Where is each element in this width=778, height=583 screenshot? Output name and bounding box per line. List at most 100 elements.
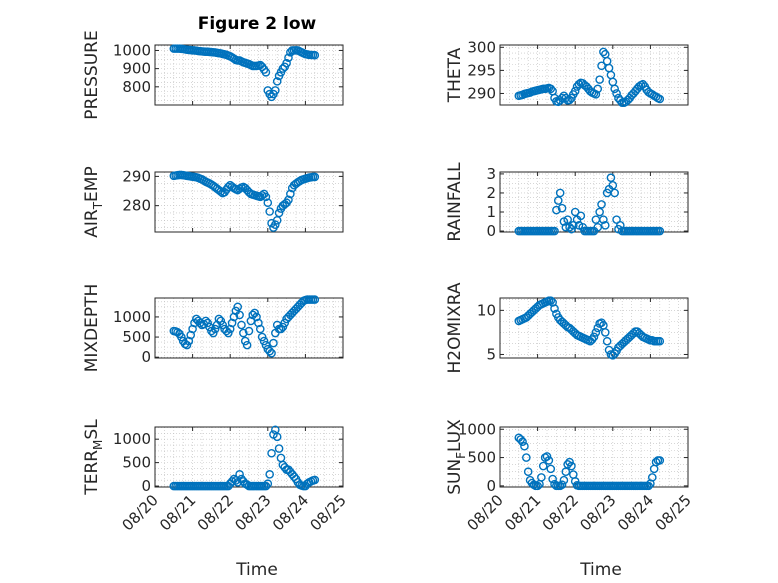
data-point [244, 326, 254, 336]
data-point [610, 188, 619, 198]
y-tick-label: 2 [486, 184, 496, 202]
data-point [210, 324, 220, 334]
data-point [563, 215, 572, 224]
data-point [257, 332, 267, 342]
data-point [655, 456, 665, 465]
y-tick-label: 10 [477, 301, 496, 319]
data-point [595, 207, 604, 217]
data-point [216, 187, 226, 196]
axes-box [154, 171, 344, 233]
data-point [239, 328, 248, 338]
axes-box [154, 44, 344, 106]
y-tick-label: 1000 [113, 430, 151, 448]
y-axis-label: PRESSURE [82, 30, 102, 119]
data-point [227, 477, 237, 486]
data-point [548, 474, 557, 484]
data-point [265, 346, 274, 356]
data-point [284, 195, 293, 205]
data-point [550, 226, 559, 236]
data-point [589, 332, 599, 342]
data-point [237, 320, 246, 330]
data-point [224, 182, 233, 192]
data-point [280, 318, 290, 328]
y-tick-label: 0 [486, 222, 496, 240]
data-point [555, 188, 565, 198]
data-point [616, 221, 625, 230]
data-point [182, 340, 192, 350]
data-point [591, 328, 601, 337]
data-point [274, 208, 284, 218]
data-point [259, 336, 269, 346]
axes-box [499, 44, 689, 106]
data-point [574, 79, 584, 89]
data-point [533, 481, 542, 491]
data-point [544, 456, 554, 465]
data-point [261, 192, 271, 202]
y-axis-label: SUNFLUX [445, 419, 468, 495]
data-point [261, 481, 271, 491]
y-tick-label: 900 [122, 60, 151, 78]
data-point [559, 475, 569, 485]
y-tick-label: 5 [486, 345, 496, 363]
data-point [310, 50, 320, 60]
data-point [286, 189, 295, 199]
data-point [255, 324, 265, 334]
data-point [570, 86, 580, 96]
data-point [267, 348, 276, 358]
data-point [310, 172, 320, 182]
data-point [557, 203, 567, 213]
y-tick-label: 500 [122, 454, 151, 472]
y-tick-label: 3 [486, 165, 496, 183]
y-tick-label: 500 [122, 328, 151, 346]
y-axis-label: H2OMIXRA [445, 282, 465, 373]
data-point [595, 75, 604, 84]
data-point [600, 328, 610, 337]
data-point [310, 295, 320, 304]
y-tick-label: 0 [141, 348, 151, 366]
y-tick-label: 295 [467, 61, 496, 79]
data-point [235, 310, 244, 320]
subplot-mixdepth: 0 500 1000 MIXDEPTH [82, 284, 344, 373]
x-axis-label-left: Time [235, 560, 278, 580]
data-point [608, 181, 618, 190]
data-point [602, 336, 612, 346]
y-tick-label: 1 [486, 203, 496, 221]
y-tick-label: 500 [467, 449, 496, 467]
axes-box [499, 297, 689, 359]
y-tick-label: 300 [467, 38, 496, 56]
data-point [261, 340, 271, 350]
data-point [271, 86, 280, 95]
y-axis-label: MIXDEPTH [82, 284, 102, 373]
data-point [647, 473, 657, 482]
data-point [546, 296, 556, 305]
data-point [612, 89, 621, 98]
data-point [257, 191, 267, 200]
y-axis-label: THETA [445, 47, 465, 103]
data-point [606, 173, 616, 183]
data-point [269, 338, 278, 348]
x-axis-label-right: Time [579, 560, 622, 580]
y-tick-label: 0 [486, 477, 496, 495]
data-point [250, 308, 259, 318]
data-point [553, 196, 563, 205]
data-point [271, 220, 280, 229]
data-point [593, 84, 603, 94]
data-point [567, 461, 576, 471]
data-point [542, 452, 552, 461]
data-point [263, 198, 273, 208]
y-axis-label: AIRTEMP [82, 166, 105, 237]
data-point [208, 328, 218, 338]
data-point [520, 441, 529, 451]
data-point [552, 205, 561, 215]
data-point [205, 322, 214, 332]
data-point [599, 215, 608, 224]
data-point [218, 320, 227, 330]
data-point [274, 444, 284, 453]
figure-title: Figure 2 low [198, 14, 317, 34]
data-point [201, 316, 211, 326]
data-point [263, 479, 273, 489]
